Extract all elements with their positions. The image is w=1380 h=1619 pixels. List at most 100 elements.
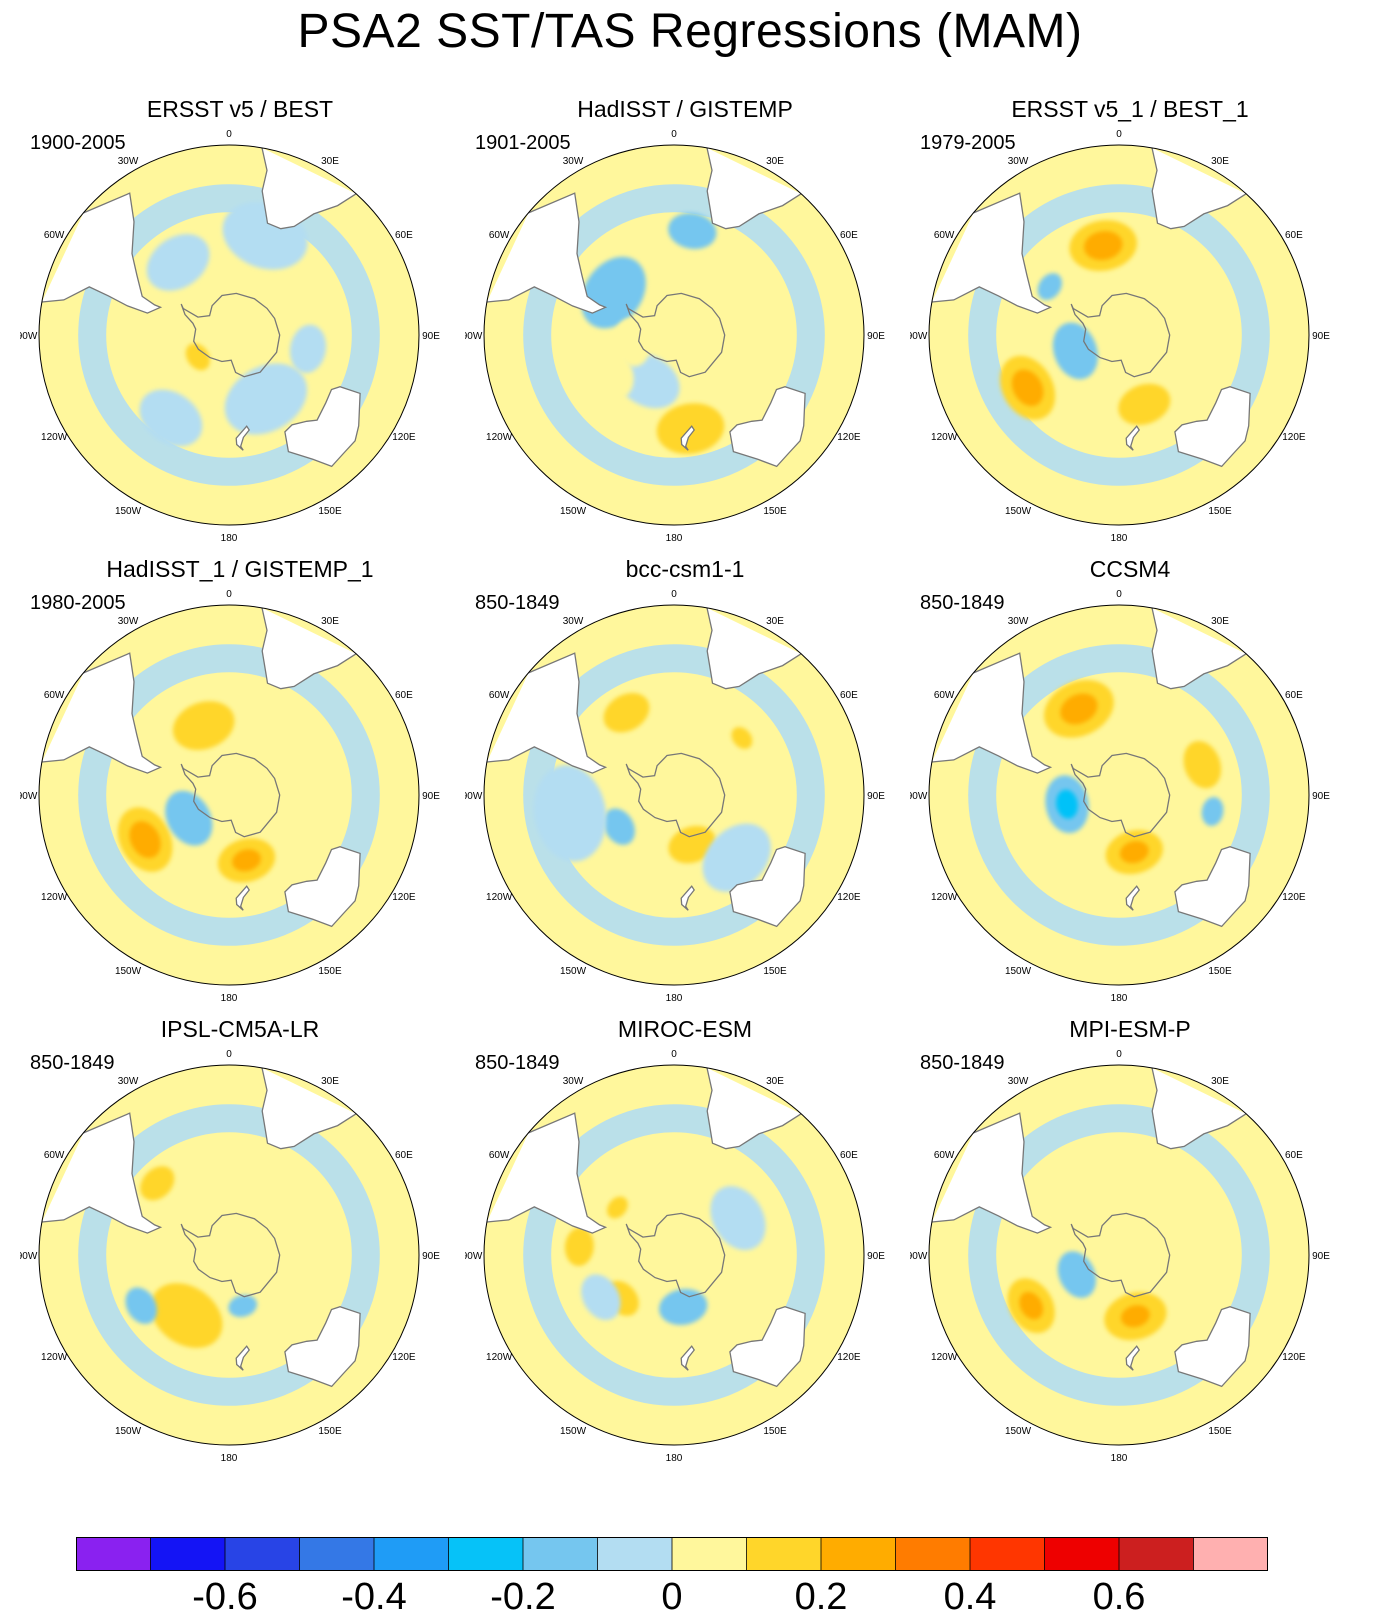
colorbar-swatch	[821, 1537, 896, 1571]
colorbar-swatch	[150, 1537, 226, 1571]
longitude-label: 90W	[465, 1251, 483, 1262]
longitude-label: 150W	[115, 506, 142, 517]
panel-period: 850-1849	[920, 1052, 1005, 1074]
longitude-label: 120W	[931, 892, 958, 903]
colorbar-swatch	[1044, 1537, 1120, 1571]
longitude-label: 30W	[1008, 1076, 1029, 1087]
anomaly-blob	[607, 1196, 628, 1219]
africa-coastline	[261, 607, 357, 690]
longitude-label: 0	[226, 589, 232, 600]
australia-coastline	[284, 1306, 361, 1388]
longitude-label: 150W	[1005, 966, 1032, 977]
longitude-label: 150E	[318, 966, 342, 977]
panel-period: 1979-2005	[920, 132, 1016, 154]
anomaly-blob	[140, 1166, 175, 1201]
longitude-label: 60W	[934, 230, 955, 241]
field-band	[78, 184, 380, 486]
south-america-coastline	[486, 192, 608, 314]
colorbar-tick-label: -0.4	[341, 1576, 407, 1618]
map-border	[928, 604, 1310, 986]
longitude-label: 90E	[422, 1251, 440, 1262]
colorbar-tick-label: 0.6	[1092, 1576, 1146, 1618]
colorbar-swatch	[970, 1537, 1045, 1571]
anomaly-blob	[586, 344, 634, 400]
map-border	[483, 604, 865, 986]
polar-map: 0 30E 60E 90E 120E 150E 180 150W 120W 90W 60W 30W	[465, 129, 885, 544]
australia-coastline	[284, 846, 361, 928]
longitude-label: 150W	[560, 966, 587, 977]
polar-map: 0 30E 60E 90E 120E 150E 180 150W 120W 90W 60W 30W	[910, 1049, 1330, 1464]
map-border	[928, 144, 1310, 526]
colorbar-swatch	[1193, 1537, 1268, 1571]
longitude-label: 30E	[766, 156, 784, 167]
map-panel: ERSST v5 / BEST 1900-2005 0 30E 60E 90E 120E 15…	[20, 96, 460, 566]
colorbar-tick-label: 0.4	[943, 1576, 997, 1618]
longitude-label: 120W	[931, 432, 958, 443]
africa-coastline	[706, 1067, 802, 1150]
colorbar-tick-label: 0	[661, 1576, 683, 1618]
longitude-label: 60W	[44, 690, 65, 701]
anomaly-blob	[668, 212, 717, 250]
longitude-label: 150E	[763, 506, 787, 517]
anomaly-blob	[150, 1283, 223, 1348]
longitude-label: 90W	[910, 791, 928, 802]
panel-period: 850-1849	[475, 592, 560, 614]
polar-map: 0 30E 60E 90E 120E 150E 180 150W 120W 90W 60W 30W	[465, 589, 885, 1004]
south-america-coastline	[931, 1112, 1053, 1234]
map-panel: MPI-ESM-P 850-1849 0 30E 60E 90E 120E 150E 180 15…	[910, 1016, 1350, 1486]
anomaly-blob	[1057, 1251, 1097, 1298]
longitude-label: 30W	[1008, 156, 1029, 167]
new-zealand-coastline	[235, 1345, 250, 1371]
anomaly-blob	[1083, 231, 1123, 261]
longitude-label: 90E	[1312, 331, 1330, 342]
longitude-label: 180	[666, 993, 683, 1004]
map-border	[38, 144, 420, 526]
map-panel: CCSM4 850-1849 0 30E 60E 90E 120E 150E 180 150W 12…	[910, 556, 1350, 1026]
longitude-label: 120E	[837, 1352, 861, 1363]
australia-coastline	[1174, 1306, 1251, 1388]
longitude-label: 90W	[465, 331, 483, 342]
longitude-label: 120E	[837, 432, 861, 443]
anomaly-blob	[710, 1186, 766, 1251]
longitude-label: 30W	[563, 1076, 584, 1087]
anomaly-blob	[603, 693, 650, 733]
panel-title: HadISST_1 / GISTEMP_1	[106, 556, 374, 582]
longitude-label: 30E	[766, 1076, 784, 1087]
colorbar-swatch	[672, 1537, 747, 1571]
anomaly-blob	[1121, 1305, 1150, 1328]
anomaly-blob	[1066, 1157, 1134, 1210]
longitude-label: 150E	[318, 1426, 342, 1437]
anomaly-blob	[146, 234, 210, 291]
page-title: PSA2 SST/TAS Regressions (MAM)	[297, 5, 1083, 58]
longitude-label: 30W	[118, 616, 139, 627]
africa-coastline	[261, 147, 357, 230]
new-zealand-coastline	[235, 885, 250, 911]
antarctica-coastline	[180, 752, 281, 838]
panel-period: 850-1849	[920, 592, 1005, 614]
longitude-label: 150W	[1005, 506, 1032, 517]
anomaly-blob	[1201, 797, 1224, 826]
anomaly-blob	[1052, 322, 1098, 380]
antarctica-coastline	[1070, 292, 1171, 378]
anomaly-blob	[1119, 841, 1149, 864]
africa-coastline	[706, 607, 802, 690]
longitude-label: 60W	[934, 1150, 955, 1161]
map-border	[483, 1064, 865, 1446]
map-border	[38, 1064, 420, 1446]
longitude-label: 120E	[837, 892, 861, 903]
map-panel: HadISST / GISTEMP 1901-2005 0 30E 60E 90E 120E…	[465, 96, 905, 566]
longitude-label: 0	[671, 129, 677, 140]
colorbar-swatch	[895, 1537, 971, 1571]
africa-coastline	[1151, 607, 1247, 690]
longitude-label: 30E	[1211, 156, 1229, 167]
longitude-label: 60W	[489, 230, 510, 241]
colorbar-swatch	[597, 1537, 673, 1571]
colorbar-swatch	[746, 1537, 822, 1571]
longitude-label: 60W	[44, 1150, 65, 1161]
new-zealand-coastline	[680, 1345, 695, 1371]
south-america-coastline	[931, 192, 1053, 314]
anomaly-blob	[1118, 383, 1171, 426]
anomaly-blob	[731, 727, 753, 749]
australia-coastline	[1174, 846, 1251, 928]
longitude-label: 60E	[1285, 1150, 1303, 1161]
